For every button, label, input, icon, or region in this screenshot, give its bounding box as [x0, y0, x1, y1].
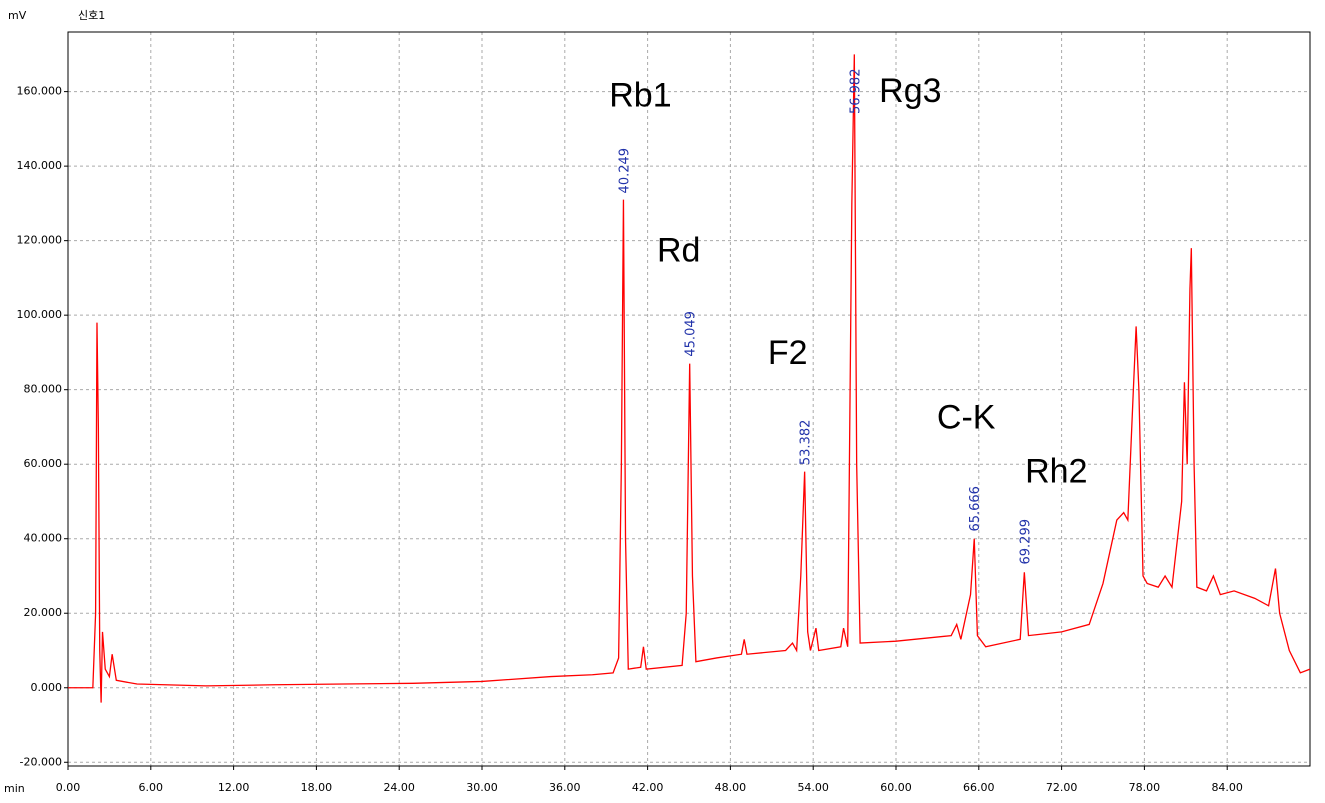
- x-tick-label: 18.00: [301, 781, 333, 794]
- x-tick-label: 48.00: [715, 781, 747, 794]
- peak-name: Rd: [657, 232, 700, 270]
- y-tick-label: 140.000: [17, 159, 63, 172]
- y-tick-label: -20.000: [20, 755, 62, 768]
- x-axis-label: min: [4, 782, 25, 795]
- plot-frame: [67, 31, 1311, 767]
- y-tick-label: 60.000: [24, 457, 63, 470]
- signal-line: [68, 54, 1310, 703]
- x-tick-label: 84.00: [1211, 781, 1243, 794]
- x-tick-label: 0.00: [56, 781, 81, 794]
- peak-time: 65.666: [968, 486, 983, 532]
- peak-name: Rb1: [609, 76, 671, 114]
- y-tick-label: 40.000: [24, 532, 63, 545]
- x-tick-label: 60.00: [880, 781, 912, 794]
- peak-time: 45.049: [684, 311, 699, 357]
- x-tick-label: 72.00: [1046, 781, 1078, 794]
- x-tick-label: 42.00: [632, 781, 664, 794]
- peak-time: 40.249: [617, 148, 632, 194]
- peak-name: C-K: [937, 399, 996, 437]
- y-tick-label: 100.000: [17, 308, 63, 321]
- y-tick-label: 80.000: [24, 383, 63, 396]
- x-tick-label: 12.00: [218, 781, 250, 794]
- y-tick-label: 120.000: [17, 234, 63, 247]
- peak-time: 56.982: [848, 69, 863, 115]
- peak-name: F2: [768, 334, 808, 372]
- peak-time: 69.299: [1018, 519, 1033, 565]
- x-tick-label: 24.00: [383, 781, 415, 794]
- y-tick-label: 20.000: [24, 606, 63, 619]
- y-tick-label: 0.000: [31, 681, 63, 694]
- x-tick-label: 36.00: [549, 781, 581, 794]
- x-tick-label: 66.00: [963, 781, 995, 794]
- y-tick-label: 160.000: [17, 85, 63, 98]
- x-tick-label: 78.00: [1129, 781, 1161, 794]
- peak-name: Rh2: [1025, 452, 1087, 490]
- x-tick-label: 30.00: [466, 781, 498, 794]
- series-name: 신호1: [78, 9, 105, 22]
- x-tick-label: 54.00: [797, 781, 829, 794]
- peak-name: Rg3: [879, 72, 941, 110]
- y-axis-label: mV: [8, 9, 27, 22]
- x-tick-label: 6.00: [139, 781, 164, 794]
- peak-time: 53.382: [799, 420, 814, 466]
